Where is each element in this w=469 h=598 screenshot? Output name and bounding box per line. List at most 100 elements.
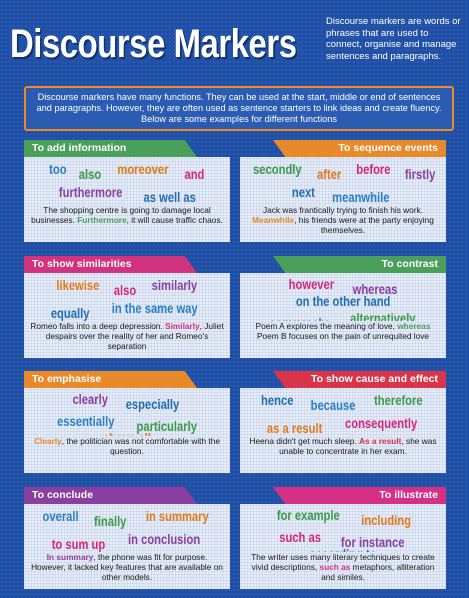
marker-word: secondly <box>252 160 302 177</box>
section-heading: To add information <box>24 140 198 157</box>
example-text: , she was unable to concentrate in her e… <box>279 436 437 456</box>
marker-word: above all <box>103 430 151 436</box>
example-text: , the politician was not comfortable wit… <box>61 436 220 456</box>
section-body: secondly after before firstly next meanwhile J… <box>240 157 446 242</box>
section-panel: To sequence events secondly after before fir… <box>240 140 446 242</box>
example-text: The shopping centre is going to damage l… <box>31 205 211 225</box>
marker-word: as well as <box>144 188 197 205</box>
marker-word: meanwhile <box>332 188 390 205</box>
marker-word: therefore <box>373 391 423 408</box>
section-heading: To sequence events <box>272 140 446 157</box>
section-body: too also moreover and furthermore as well as T… <box>24 157 230 242</box>
example-text: Romeo falls into a deep depression. <box>30 321 166 331</box>
marker-word: however <box>288 276 335 292</box>
marker-word: including <box>360 512 411 528</box>
word-cloud: hence because therefore as a result conseque… <box>245 390 441 436</box>
example-sentence: In summary, the phone was fit for purpos… <box>29 552 225 582</box>
example-text: , his friends were at the party enjoying… <box>294 215 434 235</box>
word-cloud: overall finally in summary to sum up in conc… <box>29 506 225 552</box>
marker-word: equally <box>50 304 90 321</box>
section-panel: To add information too also moreover and furt… <box>24 140 230 242</box>
intro: Discourse markers have many functions. T… <box>24 86 454 131</box>
highlighted-marker: In summary <box>46 552 94 562</box>
section-heading: To emphasise <box>24 371 198 388</box>
section-panel: To contrast however whereas on the other ha… <box>240 256 446 358</box>
marker-word: similarly <box>152 276 198 293</box>
example-sentence: Poem A explores the meaning of love, whe… <box>245 321 441 341</box>
highlighted-marker: Clearly <box>34 436 62 446</box>
highlighted-marker: As a result <box>359 436 402 446</box>
marker-word: for example <box>276 507 340 523</box>
word-cloud: secondly after before firstly next meanwhile <box>245 159 441 205</box>
marker-word: also <box>114 281 137 298</box>
section-heading: To conclude <box>24 487 198 504</box>
section-panel: To illustrate for example including such as… <box>240 487 446 589</box>
marker-word: particularly <box>136 418 197 434</box>
marker-word: conversely <box>269 315 328 321</box>
marker-word: next <box>292 183 316 200</box>
section-heading: To illustrate <box>272 487 446 504</box>
marker-word: clearly <box>72 391 108 407</box>
highlighted-marker: Meanwhile <box>252 215 295 225</box>
marker-word: after <box>317 165 342 182</box>
description: Discourse markers are words or phrases t… <box>326 16 461 62</box>
section-panel: To emphasise clearly especially essentially… <box>24 371 230 473</box>
example-text: , Juliet despairs over the reality of he… <box>45 321 224 351</box>
highlighted-marker: Furthermore <box>77 215 127 225</box>
section-heading: To show cause and effect <box>272 371 446 388</box>
example-text: , the phone was fit for purpose. However… <box>31 552 223 582</box>
example-text: metaphors, alliteration and similes. <box>321 562 435 582</box>
example-sentence: Clearly, the politician was not comforta… <box>29 436 225 456</box>
example-sentence: Romeo falls into a deep depression. Simi… <box>29 321 225 351</box>
marker-word: too <box>49 160 67 177</box>
section-panel: To conclude overall finally in summary to su… <box>24 487 230 589</box>
section-body: clearly especially essentially particularly… <box>24 388 230 473</box>
example-text: Heena didn't get much sleep. <box>249 436 359 446</box>
marker-word: moreover <box>117 160 169 177</box>
example-sentence: The shopping centre is going to damage l… <box>29 205 225 225</box>
example-text: Poem B focuses on the pain of unrequited… <box>256 331 430 341</box>
marker-word: alternatively <box>350 310 416 321</box>
marker-word: likewise <box>56 276 100 293</box>
marker-word: consequently <box>345 414 418 431</box>
section-panel: To show cause and effect hence because ther… <box>240 371 446 473</box>
example-text: , it will cause traffic chaos. <box>126 215 223 225</box>
marker-word: firstly <box>405 165 436 182</box>
marker-word: according to <box>309 546 376 552</box>
word-cloud: too also moreover and furthermore as well as <box>29 159 225 205</box>
example-text: Jack was frantically trying to finish hi… <box>263 205 423 215</box>
marker-word: also <box>78 165 102 182</box>
marker-word: whereas <box>352 281 398 297</box>
marker-word: furthermore <box>59 183 123 200</box>
highlighted-marker: whereas <box>397 321 431 331</box>
marker-word: on the other hand <box>295 293 391 309</box>
marker-word: as a result <box>266 419 323 436</box>
marker-word: in conclusion <box>127 530 201 547</box>
word-cloud: likewise also similarly equally in the same … <box>29 275 225 321</box>
word-cloud: clearly especially essentially particularly… <box>29 390 225 436</box>
marker-word: essentially <box>57 413 115 429</box>
marker-word: in the same way <box>111 299 198 316</box>
section-panel: To show similarities likewise also similarl… <box>24 256 230 358</box>
section-body: hence because therefore as a result conseque… <box>240 388 446 473</box>
example-text: Poem A explores the meaning of love, <box>255 321 398 331</box>
example-sentence: The writer uses many literary techniques… <box>245 552 441 582</box>
marker-word: in summary <box>145 507 209 524</box>
marker-word: overall <box>42 507 79 524</box>
word-cloud: for example including such as for instancea… <box>245 506 441 552</box>
section-heading: To contrast <box>272 256 446 273</box>
marker-word: such as <box>278 529 321 545</box>
title: Discourse Markers <box>10 22 297 66</box>
marker-word: because <box>310 396 356 413</box>
marker-word: before <box>355 160 391 177</box>
marker-word: for instance <box>340 534 405 550</box>
marker-word: hence <box>261 391 294 408</box>
section-body: for example including such as for instancea… <box>240 504 446 589</box>
marker-word: and <box>184 165 205 182</box>
highlighted-marker: Similarly <box>165 321 200 331</box>
example-sentence: Jack was frantically trying to finish hi… <box>245 205 441 235</box>
marker-word: to sum up <box>51 535 106 552</box>
example-text: The writer uses many literary techniques… <box>251 552 435 572</box>
marker-word: finally <box>94 512 127 529</box>
